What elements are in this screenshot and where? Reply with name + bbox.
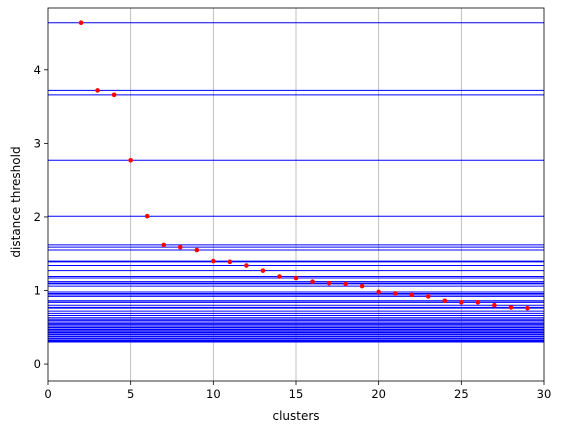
data-point (326, 280, 332, 286)
data-point (244, 263, 249, 268)
data-point (425, 294, 431, 299)
y-tick-label: 1 (34, 284, 41, 298)
x-tick-label: 0 (44, 387, 51, 401)
data-point (392, 291, 398, 296)
data-point (359, 283, 365, 289)
data-point (227, 259, 233, 265)
data-point (260, 268, 266, 273)
data-point (111, 92, 117, 98)
x-tick-label: 25 (454, 387, 469, 401)
data-point (194, 247, 200, 253)
data-points (78, 20, 530, 311)
x-axis-label: clusters (272, 409, 319, 423)
y-axis-label: distance threshold (9, 146, 23, 257)
data-point (475, 299, 481, 305)
data-point (508, 305, 514, 310)
data-point (161, 242, 167, 248)
data-point (409, 292, 415, 298)
data-point (277, 274, 282, 279)
data-point (144, 213, 150, 219)
data-point (459, 299, 464, 305)
data-point (343, 281, 348, 287)
data-point (128, 157, 133, 163)
data-point (211, 258, 216, 264)
y-tick-label: 2 (34, 210, 41, 224)
x-tick-label: 5 (127, 387, 134, 401)
x-tick-label: 10 (206, 387, 221, 401)
data-point (177, 244, 183, 250)
x-tick-label: 15 (289, 387, 304, 401)
axes: 0 5 10 15 20 25 30 0 1 2 3 4 (34, 7, 552, 401)
data-point (78, 20, 84, 26)
data-point (525, 305, 530, 311)
y-tick-label: 3 (34, 136, 41, 150)
y-tick-label: 4 (34, 63, 41, 77)
data-point (95, 88, 100, 93)
data-point (492, 302, 497, 308)
data-point (442, 298, 448, 304)
data-point (293, 275, 299, 281)
data-point (310, 279, 315, 284)
y-tick-label: 0 (34, 357, 41, 371)
x-tick-label: 30 (537, 387, 552, 401)
x-tick-label: 20 (371, 387, 386, 401)
data-point (376, 289, 381, 295)
